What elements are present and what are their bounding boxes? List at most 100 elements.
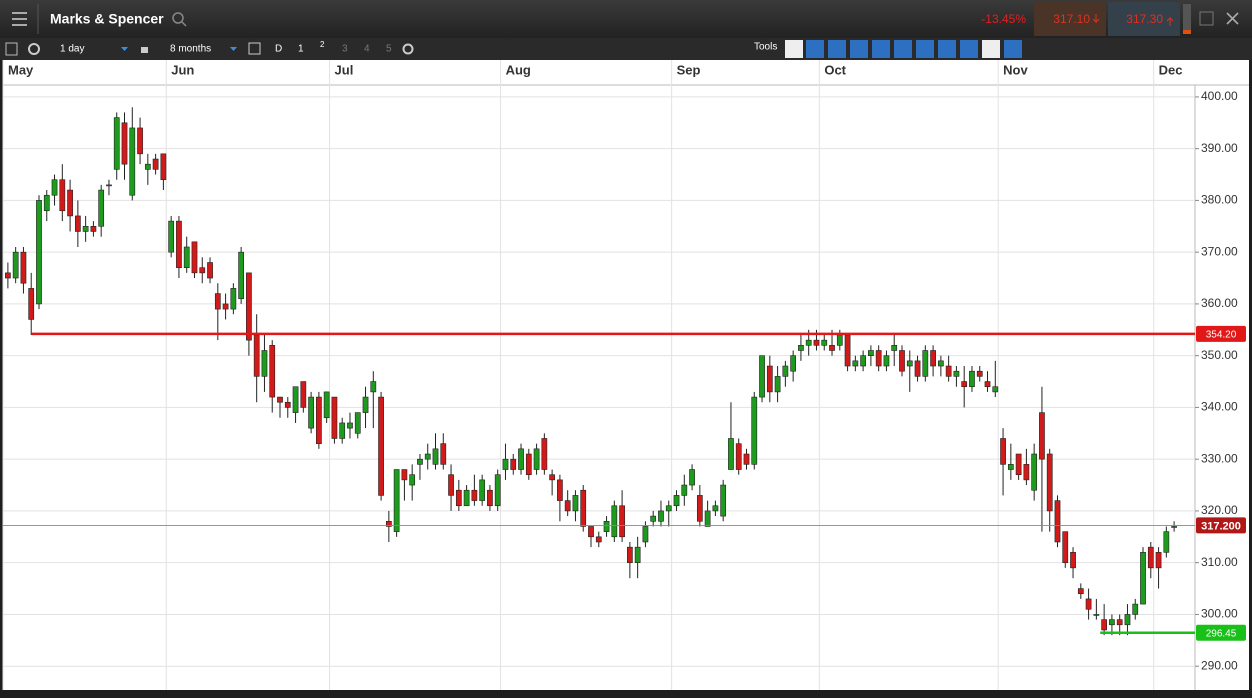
x-tick-label: May [8,62,34,77]
candle-body [564,500,571,512]
candle-body [51,179,58,196]
change-percent: -13.45% [981,12,1026,26]
toolbar-icon[interactable] [5,42,18,56]
candle-body [1015,453,1022,476]
candle-body [588,526,594,538]
candle-body [681,484,688,496]
candle-body [401,469,408,481]
ask-price[interactable]: 317.30 [1126,12,1163,26]
candle-body [362,396,369,413]
period-button[interactable]: 2 [320,40,325,49]
candle-body [611,505,618,538]
range-select[interactable]: 8 months [170,44,211,55]
candle-body [953,370,960,377]
y-tick-label: 370.00 [1201,244,1238,258]
candle-body [43,194,50,212]
candle-body [805,339,812,346]
candle-body [261,350,268,377]
tool-button[interactable] [982,40,1000,58]
search-icon[interactable] [172,12,187,27]
candle-body [766,365,773,393]
candle-body [144,163,151,170]
dropdown-arrow [230,47,237,51]
candle-body [658,510,664,522]
candle-body [1023,464,1030,481]
candle-body [992,386,999,393]
candle-body [914,360,921,377]
candle-body [207,262,213,279]
candle-body [1132,603,1139,615]
candle-body [930,350,936,367]
candle-body [230,288,237,310]
tool-button[interactable] [916,40,934,58]
tool-button[interactable] [938,40,956,58]
dropdown-arrow [121,47,128,51]
calendar-icon[interactable] [248,42,261,55]
level-label: 296.45 [1206,628,1237,639]
period-button[interactable]: 1 [298,44,304,55]
x-tick-label: Aug [506,62,531,77]
lock-icon[interactable] [141,47,148,53]
candle-body [720,484,727,517]
tool-button[interactable] [828,40,846,58]
candle-body [1124,614,1131,626]
candle-body [735,443,742,470]
period-button[interactable]: 3 [342,44,348,55]
close-button[interactable] [1226,12,1239,25]
candle-body [860,355,866,367]
candle-body [417,458,423,465]
up-arrow [1166,16,1174,26]
candle-body [152,158,159,170]
candle-body [1077,588,1084,595]
candle-body [673,495,680,507]
period-button[interactable]: D [275,44,282,55]
candle-body [1101,619,1108,631]
popout-button[interactable] [1199,11,1214,26]
settings-icon[interactable] [402,43,414,55]
candle-body [1039,412,1045,460]
tool-button[interactable] [960,40,978,58]
candle-body [1163,531,1170,553]
tool-button[interactable] [872,40,890,58]
candle-body [106,184,112,187]
x-tick-label: Nov [1003,62,1028,77]
candle-body [129,127,136,196]
candle-body [852,360,859,367]
period-button[interactable]: 4 [364,44,370,55]
candle-body [246,272,252,341]
tool-button[interactable] [806,40,824,58]
candle-body [113,117,120,170]
y-tick-label: 330.00 [1201,451,1238,465]
candle-body [541,438,548,470]
buy-box[interactable] [1108,2,1180,36]
candle-body [798,345,804,351]
y-tick-label: 340.00 [1201,400,1238,414]
candle-body [961,381,968,388]
candle-body [891,345,898,351]
settings-icon[interactable] [28,43,40,55]
bid-price[interactable]: 317.10 [1053,12,1090,26]
candle-body [1070,552,1076,569]
y-tick-label: 360.00 [1201,296,1238,310]
candle-body [899,350,905,372]
sell-box[interactable] [1034,2,1106,36]
chart-area [3,60,1249,690]
interval-select[interactable]: 1 day [60,44,84,55]
tool-button[interactable] [785,40,803,58]
candle-body [704,510,711,527]
candle-body [393,469,400,532]
candle-body [12,251,19,279]
instrument-title: Marks & Spencer [50,11,164,27]
tool-button[interactable] [850,40,868,58]
candle-body [759,355,765,398]
plot: 290.00 300.00 310.00 320.00 330.00 340.00 350.… [2,60,1246,690]
x-tick-label: Jun [171,62,194,77]
y-tick-label: 300.00 [1201,607,1238,621]
candle-body [502,458,509,470]
candle-body [471,489,478,501]
tool-button[interactable] [894,40,912,58]
period-button[interactable]: 5 [386,44,392,55]
tool-button[interactable] [1004,40,1022,58]
menu-button[interactable] [12,12,27,26]
candle-body [36,200,42,305]
